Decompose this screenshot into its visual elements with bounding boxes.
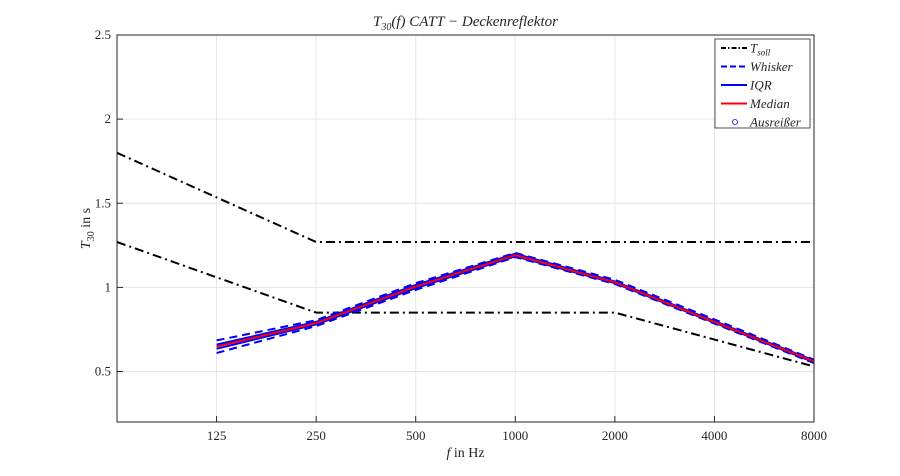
x-tick-label: 1000: [502, 428, 528, 443]
plot-area: [117, 35, 814, 422]
title-base: T: [373, 14, 383, 30]
x-tick-label: 2000: [602, 428, 628, 443]
series-whisker-upper: [216, 251, 815, 361]
title-subscript: 30: [380, 22, 391, 33]
legend-label-iqr: IQR: [749, 78, 772, 93]
series-layer: [116, 151, 815, 368]
x-tick-label: 4000: [701, 428, 727, 443]
x-tick-label: 125: [207, 428, 227, 443]
legend-label-outlier: Ausreißer: [749, 115, 802, 130]
y-tick-label: 1.5: [95, 195, 111, 210]
legend-box: [714, 38, 811, 129]
series-median: [216, 254, 815, 363]
y-axis-label-subscript: 30: [86, 231, 97, 241]
x-tick-label: 250: [306, 428, 326, 443]
y-tick-label: 0.5: [95, 364, 111, 379]
series-tsoll-lower: [116, 241, 815, 368]
x-axis-label: f in Hz: [446, 446, 484, 461]
y-tick-label: 1: [105, 279, 112, 294]
y-axis-label-rest: in s: [79, 208, 94, 231]
ticks: 125 250 500 1000 2000 4000 8000 0.5 1 1.5 2 2.5: [95, 27, 827, 443]
x-tick-label: 8000: [801, 428, 827, 443]
x-axis-label-rest: in Hz: [450, 446, 484, 461]
legend-label-median: Median: [749, 96, 790, 111]
y-tick-label: 2.5: [95, 27, 111, 42]
chart-title: T30(f) CATT − Deckenreflektor: [373, 14, 558, 33]
y-tick-label: 2: [105, 111, 112, 126]
y-axis-label-base: T: [79, 240, 94, 249]
legend-marker-outlier: [732, 119, 738, 125]
y-axis-label: T30 in s: [79, 208, 97, 249]
plot-frame: [116, 34, 815, 423]
legend-label-whisker: Whisker: [750, 59, 794, 74]
x-tick-label: 500: [406, 428, 426, 443]
title-rest: (f) CATT − Deckenreflektor: [391, 14, 558, 30]
legend-label-tsoll: Tsoll: [750, 41, 771, 58]
x-axis-label-var: f: [446, 446, 452, 461]
